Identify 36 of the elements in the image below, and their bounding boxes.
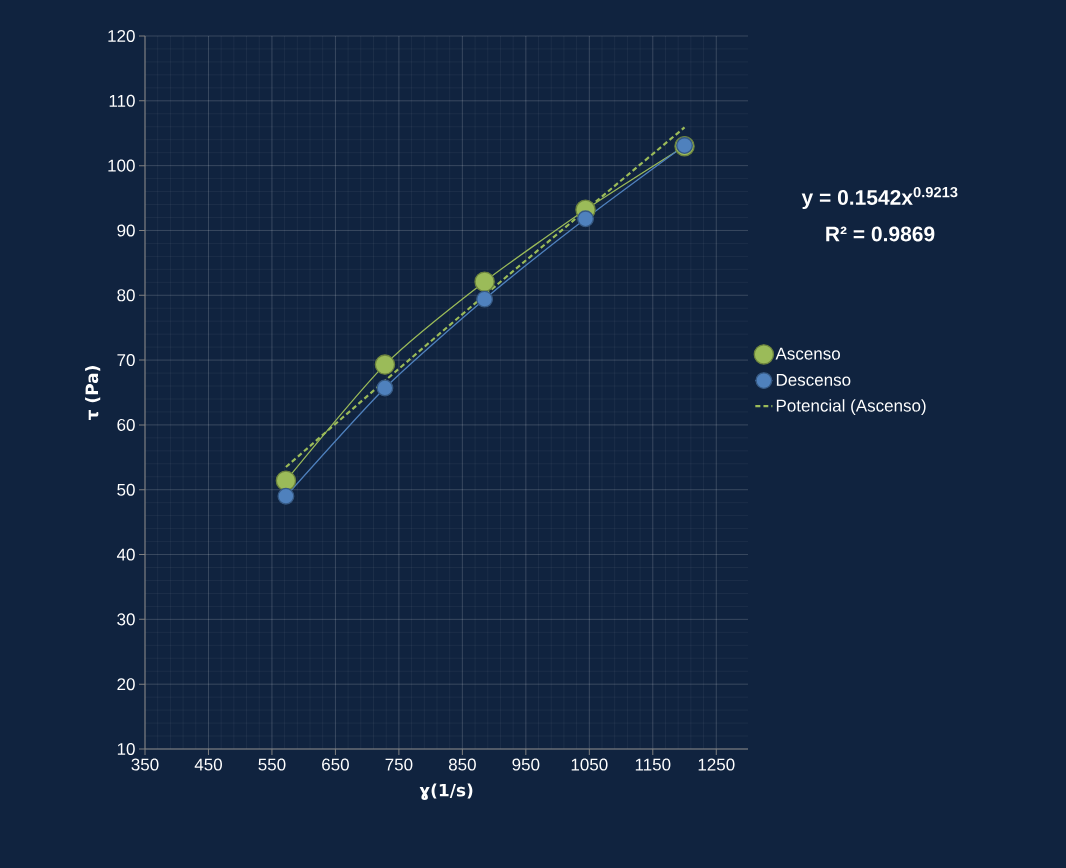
point [275, 470, 297, 491]
legend-label: Ascenso [775, 347, 840, 360]
y-tick-label: 60 [117, 418, 135, 431]
y-tick-label: 20 [117, 678, 135, 691]
x-tick-label: 450 [194, 758, 222, 771]
y-tick-label: 100 [108, 159, 135, 172]
x-tick-label: 1250 [698, 758, 735, 771]
legend-label: Descenso [776, 373, 851, 386]
x-tick-label: 850 [448, 758, 476, 771]
text: y = 0.1542x$^{0.9213}$ [801, 186, 958, 210]
x-tick-label: 1150 [635, 758, 671, 771]
y-tick-label: 110 [109, 94, 135, 107]
point [374, 354, 396, 375]
y-tick-label: 30 [117, 613, 135, 626]
text: R² = 0.9869 [826, 226, 935, 242]
y-tick-label: 10 [117, 742, 135, 756]
point [376, 379, 394, 397]
y-tick-label: 70 [117, 354, 135, 367]
x-tick-label: 350 [131, 758, 159, 771]
legend-label: Potencial (Ascenso) [776, 399, 926, 416]
point [476, 290, 494, 308]
y-axis-title: τ (Pa) [85, 366, 101, 421]
x-tick-label: 950 [512, 758, 540, 771]
x-tick-label: 1050 [571, 758, 608, 771]
point [577, 210, 594, 228]
x-tick-label: 650 [322, 758, 349, 771]
y-tick-label: 80 [117, 289, 135, 302]
point [277, 487, 295, 505]
x-tick-label: 550 [258, 758, 286, 771]
y-tick-label: 120 [108, 29, 135, 43]
y-tick-label: 90 [117, 224, 135, 237]
y-tick-label: 50 [117, 483, 135, 496]
x-tick-label: 750 [385, 758, 413, 771]
y-tick-label: 40 [116, 548, 135, 561]
point [474, 271, 495, 292]
x-axis-title: ɣ(1/s) [419, 783, 473, 800]
